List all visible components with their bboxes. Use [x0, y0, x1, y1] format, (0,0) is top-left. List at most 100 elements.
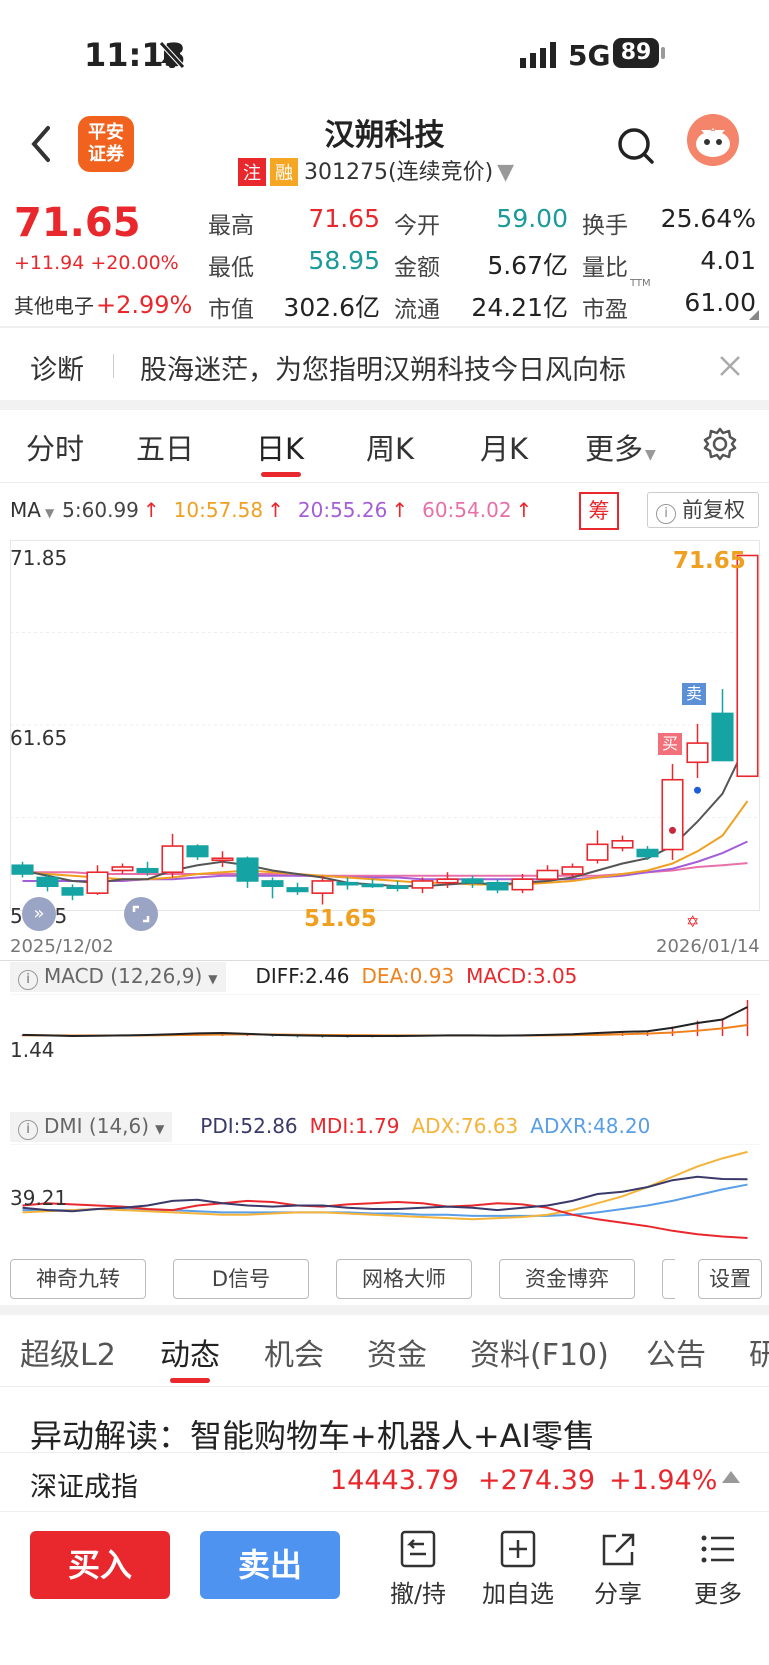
chip-distribution-button[interactable]: 筹	[579, 492, 619, 530]
candle-body	[711, 712, 734, 762]
tool-d-signal[interactable]: D信号	[173, 1259, 309, 1299]
divider	[0, 326, 769, 328]
logo-text-2: 证券	[88, 144, 124, 165]
chevron-down-icon: ▼	[155, 1122, 165, 1136]
adjust-mode-button[interactable]: i 前复权	[647, 492, 759, 528]
arrow-up-icon: ↑	[142, 498, 160, 522]
tab-more[interactable]: 更多 ▼	[585, 426, 656, 468]
candle-body	[536, 869, 559, 881]
cancel-hold-icon	[400, 1530, 436, 1568]
divider	[113, 354, 114, 378]
candle-body	[586, 843, 609, 861]
add-watchlist-button[interactable]: 加自选	[478, 1530, 558, 1609]
dmi-adxr: ADXR:48.20	[530, 1114, 651, 1138]
field-label-high: 最高	[208, 213, 254, 239]
news-headline[interactable]: 异动解读：智能购物车+机器人+AI零售	[30, 1417, 595, 1455]
candle-body	[111, 866, 134, 872]
close-icon[interactable]	[718, 354, 742, 382]
divider	[0, 1386, 769, 1387]
ma-legend[interactable]: MA ▼ 5:60.99 ↑ 10:57.58 ↑ 20:55.26 ↑ 60:54.02 ↑	[10, 498, 570, 528]
fullscreen-icon[interactable]	[124, 897, 158, 931]
macd-dea: DEA:0.93	[361, 964, 455, 988]
tab-capital[interactable]: 资金	[367, 1338, 427, 1373]
diagnosis-text: 股海迷茫，为您指明汉朔科技今日风向标	[140, 355, 626, 386]
tab-daily-k[interactable]: 日K	[256, 432, 305, 466]
settings-gear-icon[interactable]	[702, 426, 738, 466]
field-value-pe: 61.00	[684, 288, 756, 317]
field-value-float: 24.21亿	[471, 293, 568, 322]
tab-weekly-k[interactable]: 周K	[366, 432, 415, 466]
field-label-amount: 金额	[394, 255, 440, 281]
sell-button[interactable]: 卖出	[200, 1531, 340, 1599]
field-label-open: 今开	[394, 213, 440, 239]
share-button[interactable]: 分享	[578, 1530, 658, 1609]
candle-body	[461, 878, 484, 884]
back-icon[interactable]	[26, 122, 56, 170]
ma10-line	[22, 800, 749, 886]
tab-intraday[interactable]: 分时	[26, 432, 85, 466]
field-value-high: 71.65	[308, 204, 380, 233]
kchart-y-high: 71.85	[10, 546, 68, 570]
assistant-avatar-icon[interactable]	[687, 114, 739, 166]
tab-research-partial[interactable]: 研	[749, 1338, 769, 1373]
macd-selector[interactable]: i MACD (12,26,9) ▼	[10, 962, 226, 992]
stock-code: 301275(连续竞价)	[304, 160, 494, 185]
sector-change: +2.99%	[96, 291, 193, 319]
field-value-market-cap: 302.6亿	[283, 293, 380, 322]
tab-profile-f10[interactable]: 资料(F10)	[470, 1338, 609, 1373]
event-star-icon[interactable]: ✡	[686, 912, 700, 931]
caret-up-icon	[722, 1471, 740, 1483]
share-icon	[602, 1533, 635, 1566]
price-change: +11.94 +20.00%	[14, 252, 179, 274]
collapse-arrows-icon[interactable]: »	[22, 897, 56, 931]
tool-grid-master[interactable]: 网格大师	[336, 1259, 472, 1299]
field-value-open: 59.00	[496, 204, 568, 233]
cancel-hold-button[interactable]: 撤/持	[378, 1530, 458, 1609]
logo-text-1: 平安	[88, 122, 124, 143]
buy-button[interactable]: 买入	[30, 1531, 170, 1599]
last-price: 71.65	[14, 200, 141, 246]
sector-row[interactable]: 其他电子+2.99%	[14, 290, 192, 319]
stock-code-row[interactable]: 注融 301275(连续竞价) ▼	[238, 154, 514, 186]
sell-signal-tag: 卖	[682, 683, 706, 705]
field-value-amount: 5.67亿	[487, 251, 568, 280]
candle-body	[386, 885, 409, 889]
tool-buttons: 神奇九转 D信号 网格大师 资金博弈 设置	[0, 1253, 769, 1307]
kline-chart[interactable]	[10, 540, 760, 935]
dmi-chart[interactable]	[10, 1144, 760, 1244]
pdi-line	[22, 1175, 748, 1213]
candle-body	[686, 742, 709, 764]
plus-square-icon	[500, 1530, 536, 1568]
candle-body	[86, 871, 109, 894]
adjust-mode-label: 前复权	[682, 498, 745, 522]
diagnosis-banner[interactable]: 诊断 股海迷茫，为您指明汉朔科技今日风向标	[0, 330, 769, 400]
tab-monthly-k[interactable]: 月K	[480, 432, 529, 466]
dmi-header: i DMI (14,6) ▼ PDI:52.86 MDI:1.79 ADX:76.63 AD…	[10, 1112, 760, 1144]
candle-body	[11, 864, 34, 875]
signal-dot	[669, 826, 676, 834]
more-button[interactable]: 更多	[678, 1530, 758, 1609]
broker-logo[interactable]: 平安 证券	[78, 116, 134, 172]
tool-fund-game[interactable]: 资金博弈	[499, 1259, 635, 1299]
buy-signal-tag: 买	[658, 733, 682, 755]
candle-body	[261, 880, 284, 887]
tab-super-l2[interactable]: 超级L2	[20, 1338, 116, 1373]
tab-active-indicator	[170, 1378, 210, 1383]
search-icon[interactable]	[616, 126, 656, 170]
index-bar[interactable]: 深证成指 14443.79 +274.39 +1.94%	[0, 1452, 769, 1512]
dmi-selector[interactable]: i DMI (14,6) ▼	[10, 1112, 173, 1142]
tab-news-feed[interactable]: 动态	[160, 1338, 220, 1373]
candle-body	[561, 866, 584, 875]
tab-opportunity[interactable]: 机会	[264, 1338, 324, 1373]
tab-announcements[interactable]: 公告	[646, 1338, 706, 1373]
tool-magic-nine[interactable]: 神奇九转	[10, 1259, 146, 1299]
macd-chart[interactable]	[10, 994, 760, 1098]
ma20-value: 20:55.26	[297, 498, 388, 522]
expand-corner-icon[interactable]	[749, 310, 759, 320]
tool-settings[interactable]: 设置	[698, 1259, 762, 1299]
field-value-volume-ratio: 4.01	[700, 246, 756, 275]
kchart-min-label: 51.65	[304, 906, 377, 932]
tool-more-partial[interactable]	[662, 1259, 675, 1299]
diff-line	[22, 1006, 748, 1038]
tab-five-day[interactable]: 五日	[136, 432, 195, 466]
